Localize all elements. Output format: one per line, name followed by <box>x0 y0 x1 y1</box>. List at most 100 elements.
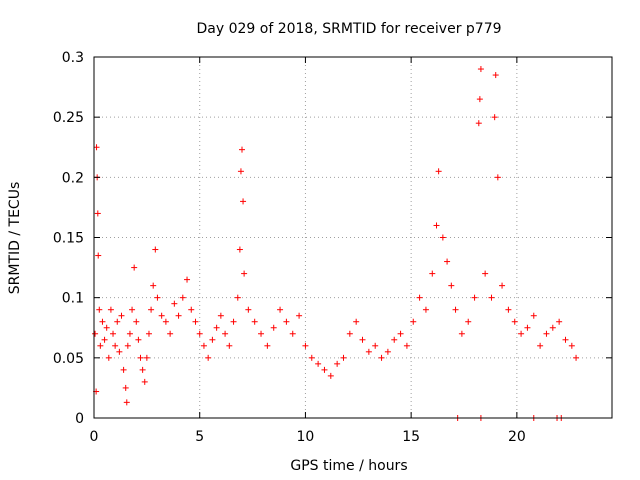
data-point <box>458 330 465 337</box>
data-point <box>188 306 195 313</box>
data-point <box>530 312 537 319</box>
data-point <box>116 348 123 355</box>
x-tick-label: 10 <box>297 429 315 445</box>
x-tick-label: 15 <box>402 429 420 445</box>
data-point <box>129 306 136 313</box>
data-point <box>97 342 104 349</box>
data-point <box>524 324 531 331</box>
data-point <box>105 354 112 361</box>
x-tick-label: 5 <box>195 429 204 445</box>
data-point <box>511 318 518 325</box>
data-point <box>118 312 125 319</box>
y-tick-label: 0.25 <box>53 110 84 126</box>
data-point <box>321 366 328 373</box>
y-tick-label: 0.3 <box>62 50 84 66</box>
data-point <box>482 270 489 277</box>
x-tick-label: 20 <box>508 429 526 445</box>
data-point <box>296 312 303 319</box>
data-point <box>237 168 244 175</box>
data-point <box>556 318 563 325</box>
data-point <box>302 342 309 349</box>
y-tick-label: 0.1 <box>62 291 84 307</box>
data-point <box>549 324 556 331</box>
data-point <box>429 270 436 277</box>
y-tick-label: 0 <box>75 411 84 427</box>
x-tick-label: 0 <box>90 429 99 445</box>
data-point <box>110 330 117 337</box>
data-point <box>334 360 341 367</box>
data-point <box>537 342 544 349</box>
data-point <box>494 174 501 181</box>
data-point <box>145 330 152 337</box>
data-point <box>384 348 391 355</box>
data-point <box>403 342 410 349</box>
data-point <box>93 144 100 151</box>
data-point <box>435 168 442 175</box>
data-point <box>175 312 182 319</box>
data-point <box>137 354 144 361</box>
data-point <box>372 342 379 349</box>
data-point <box>491 114 498 121</box>
data-point <box>397 330 404 337</box>
data-point <box>143 354 150 361</box>
data-point <box>452 306 459 313</box>
data-point <box>124 342 131 349</box>
y-axis-label: SRMTID / TECUs <box>7 182 23 295</box>
data-point <box>135 336 142 343</box>
data-point <box>488 294 495 301</box>
data-point <box>179 294 186 301</box>
data-point <box>158 312 165 319</box>
data-point <box>433 222 440 229</box>
data-points <box>92 66 580 421</box>
data-point <box>499 282 506 289</box>
data-point <box>471 294 478 301</box>
y-tick-label: 0.2 <box>62 170 84 186</box>
data-point <box>251 318 258 325</box>
y-tick-label: 0.15 <box>53 231 84 247</box>
data-point <box>573 354 580 361</box>
data-point <box>476 96 483 103</box>
data-point <box>141 378 148 385</box>
data-point <box>410 318 417 325</box>
data-point <box>543 330 550 337</box>
data-point <box>340 354 347 361</box>
data-point <box>184 276 191 283</box>
data-point <box>391 336 398 343</box>
data-point <box>277 306 284 313</box>
data-point <box>139 366 146 373</box>
data-point <box>99 318 106 325</box>
data-point <box>448 282 455 289</box>
data-point <box>365 348 372 355</box>
data-point <box>94 210 101 217</box>
data-point <box>131 264 138 271</box>
data-point <box>154 294 161 301</box>
data-point <box>114 318 121 325</box>
data-point <box>359 336 366 343</box>
data-point <box>492 72 499 79</box>
data-point <box>270 324 277 331</box>
data-point <box>126 330 133 337</box>
data-point <box>196 330 203 337</box>
data-point <box>240 198 247 205</box>
x-axis: 0 5 10 15 20 <box>90 57 526 445</box>
data-point <box>133 318 140 325</box>
gridlines <box>94 57 612 418</box>
data-point <box>123 399 130 406</box>
y-axis: 0 0.05 0.1 0.15 0.2 0.25 0.3 <box>53 50 612 427</box>
data-point <box>162 318 169 325</box>
data-point <box>562 336 569 343</box>
data-point <box>167 330 174 337</box>
data-point <box>234 294 241 301</box>
data-point <box>518 330 525 337</box>
data-point <box>477 66 484 73</box>
data-point <box>217 312 224 319</box>
data-point <box>95 252 102 259</box>
data-point <box>112 342 119 349</box>
data-point <box>120 366 127 373</box>
data-point <box>200 342 207 349</box>
data-point <box>346 330 353 337</box>
data-point <box>353 318 360 325</box>
data-point <box>171 300 178 307</box>
data-point <box>283 318 290 325</box>
data-point <box>101 336 108 343</box>
